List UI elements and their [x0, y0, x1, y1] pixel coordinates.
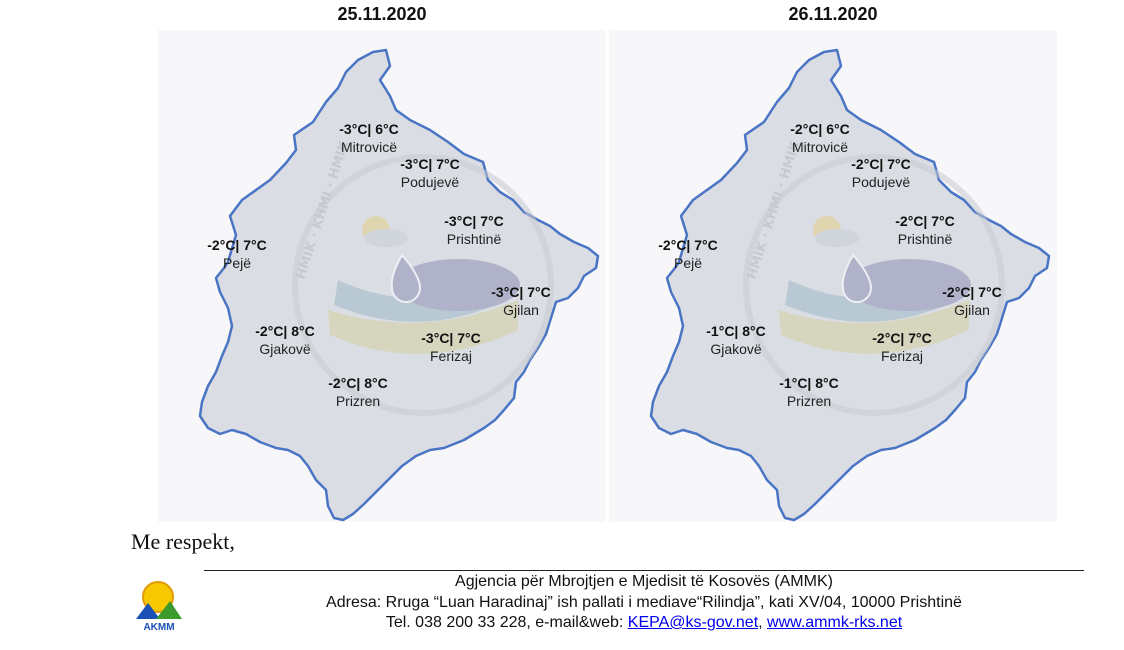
kosovo-map: HMIK · KHMI · HMIK [649, 48, 1051, 522]
temperature-range: -3°C| 7°C [421, 330, 481, 346]
city-name: Podujevë [400, 174, 460, 190]
akmm-logo-icon: AKMM [136, 581, 182, 633]
temperature-range: -2°C| 8°C [255, 323, 315, 339]
city-peje: -2°C| 7°C Pejë [658, 236, 717, 272]
city-name: Podujevë [851, 174, 911, 190]
forecast-date: 25.11.2020 [337, 4, 427, 24]
agency-name: Agjencia për Mbrojtjen e Mjedisit të Kos… [455, 573, 833, 590]
city-peje: -2°C| 7°C Pejë [207, 236, 266, 272]
city-prishtine: -2°C| 7°C Prishtinë [895, 212, 954, 248]
forecast-map-day2: 26.11.2020 HMIK · KHMI · HMIK -2°C| 6°C Mi… [609, 0, 1057, 522]
city-name: Gjakovë [259, 341, 311, 357]
temperature-range: -3°C| 7°C [400, 156, 460, 172]
temperature-range: -2°C| 8°C [328, 375, 388, 391]
city-gjakove: -2°C| 8°C Gjakovë [255, 322, 314, 358]
contact-phone: Tel. 038 200 33 228, e-mail&web: [385, 614, 628, 631]
temperature-range: -2°C| 7°C [942, 284, 1002, 300]
temperature-range: -2°C| 7°C [207, 237, 267, 253]
akmm-logo: AKMM [134, 577, 184, 633]
city-podujeve: -2°C| 7°C Podujevë [851, 155, 910, 191]
forecast-date: 26.11.2020 [788, 4, 878, 24]
email-link[interactable]: KEPA@ks-gov.net [627, 614, 759, 631]
city-prizren: -2°C| 8°C Prizren [328, 374, 387, 410]
temperature-range: -1°C| 8°C [706, 323, 766, 339]
hmik-watermark-icon: HMIK · KHMI · HMIK [743, 139, 1005, 416]
city-mitrovice: -2°C| 6°C Mitrovicë [790, 120, 849, 156]
city-name: Prizren [786, 393, 832, 409]
city-gjakove: -1°C| 8°C Gjakovë [706, 322, 765, 358]
temperature-range: -2°C| 7°C [851, 156, 911, 172]
city-ferizaj: -2°C| 7°C Ferizaj [872, 329, 931, 365]
city-name: Ferizaj [880, 348, 923, 364]
city-name: Gjilan [954, 302, 990, 318]
forecast-map-day1: 25.11.2020 HMIK · KHMI · HMIK -3°C| 6°C Mi… [158, 0, 606, 522]
city-name: Pejë [222, 255, 252, 271]
temperature-range: -3°C| 7°C [491, 284, 551, 300]
city-gjilan: -3°C| 7°C Gjilan [491, 283, 550, 319]
agency-address: Adresa: Rruga “Luan Haradinaj” ish palla… [326, 594, 962, 611]
city-mitrovice: -3°C| 6°C Mitrovicë [339, 120, 398, 156]
footer-divider [204, 570, 1084, 571]
temperature-range: -3°C| 7°C [444, 213, 504, 229]
temperature-range: -2°C| 7°C [872, 330, 932, 346]
temperature-range: -1°C| 8°C [779, 375, 839, 391]
city-prizren: -1°C| 8°C Prizren [779, 374, 838, 410]
website-link[interactable]: www.ammk-rks.net [767, 614, 903, 631]
closing-text: Me respekt, [131, 529, 235, 554]
city-podujeve: -3°C| 7°C Podujevë [400, 155, 459, 191]
city-gjilan: -2°C| 7°C Gjilan [942, 283, 1001, 319]
logo-text: AKMM [143, 622, 174, 633]
city-name: Gjilan [503, 302, 539, 318]
city-name: Prishtinë [446, 231, 502, 247]
kosovo-map: HMIK · KHMI · HMIK [198, 48, 600, 522]
contact-separator: , [758, 614, 768, 631]
agency-contact: Tel. 038 200 33 228, e-mail&web: KEPA@ks… [204, 614, 1084, 632]
temperature-range: -2°C| 7°C [895, 213, 955, 229]
city-name: Prizren [335, 393, 381, 409]
city-name: Ferizaj [429, 348, 472, 364]
city-name: Prishtinë [897, 231, 953, 247]
city-name: Mitrovicë [791, 139, 848, 155]
temperature-range: -2°C| 7°C [658, 237, 718, 253]
city-name: Pejë [673, 255, 703, 271]
city-name: Gjakovë [710, 341, 762, 357]
temperature-range: -2°C| 6°C [790, 121, 850, 137]
city-ferizaj: -3°C| 7°C Ferizaj [421, 329, 480, 365]
city-prishtine: -3°C| 7°C Prishtinë [444, 212, 503, 248]
city-name: Mitrovicë [340, 139, 397, 155]
temperature-range: -3°C| 6°C [339, 121, 399, 137]
